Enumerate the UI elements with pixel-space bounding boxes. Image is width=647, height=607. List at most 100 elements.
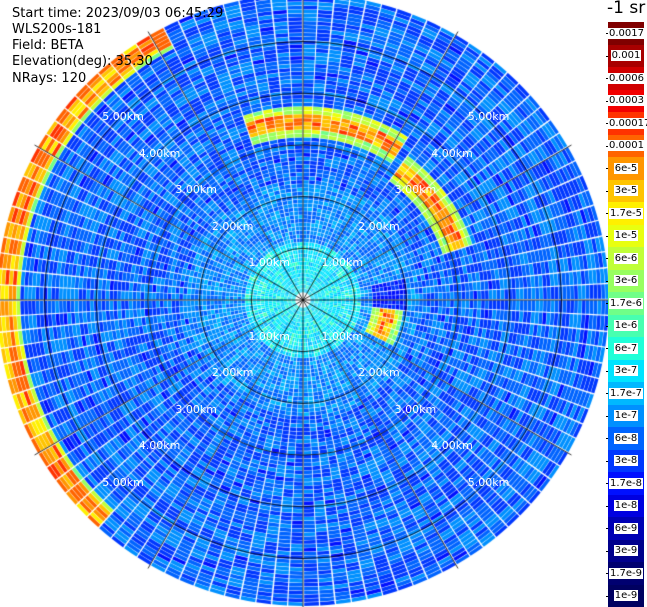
colorbar-tick-label: 3e-9 [613,545,639,557]
colorbar-cell: 3e-6 [608,269,644,293]
colorbar-tick-label: 3e-5 [613,185,639,197]
colorbar-tick [606,438,608,440]
range-ring-label: 5.00km [102,110,144,124]
colorbar-cell: 1.7e-6 [608,292,644,316]
colorbar-cell: 1.7e-8 [608,472,644,496]
colorbar-cell: 1.7e-5 [608,202,644,226]
colorbar-cell: 1.7e-9 [608,562,644,586]
colorbar-tick-label: 1e-8 [613,500,639,512]
colorbar-cell: 1e-7 [608,404,644,428]
colorbar-tick [606,325,608,327]
range-ring-label: 3.00km [175,183,217,197]
colorbar-cell: 1.7e-7 [608,382,644,406]
colorbar-tick-label: 3e-6 [613,275,639,287]
colorbar-tick-label: 6e-7 [613,342,639,354]
colorbar-tick [606,483,608,485]
colorbar-tick-label: 1e-7 [613,410,639,422]
colorbar-tick [606,280,608,282]
colorbar-tick [606,168,608,170]
colorbar-cell: 6e-6 [608,247,644,271]
colorbar-tick [606,33,608,35]
colorbar-tick [606,55,608,57]
start-time-text: Start time: 2023/09/03 06:45:29 [12,6,224,21]
colorbar-cell: 3e-7 [608,359,644,383]
colorbar-tick [606,550,608,552]
colorbar: 0.0017 0.001 0.0006 0.0003 0.00017 0.0001 6e-5… [606,22,647,607]
range-ring-label: 1.00km [248,329,291,343]
colorbar-tick [606,393,608,395]
colorbar-tick [606,78,608,80]
colorbar-cell: 1e-8 [608,494,644,518]
range-ring-label: 1.00km [321,329,364,343]
colorbar-tick-label: 6e-9 [613,522,639,534]
colorbar-cell: 3e-9 [608,539,644,563]
colorbar-tick-label: 1e-9 [613,590,639,602]
colorbar-tick [606,145,608,147]
range-ring-label: 3.00km [175,402,217,416]
range-ring-label: 5.00km [467,475,510,489]
range-ring-label: 2.00km [358,219,400,233]
colorbar-cell: 6e-9 [608,517,644,541]
colorbar-tick-label: 6e-8 [613,432,639,444]
range-ring-label: 2.00km [358,366,400,380]
colorbar-tick [606,573,608,575]
colorbar-tick [606,303,608,305]
colorbar-unit-label: -1 sr [607,0,646,18]
colorbar-tick-label: 3e-7 [613,365,639,377]
colorbar-cell: 0.001 [608,44,644,68]
colorbar-tick-label: 3e-8 [613,455,639,467]
colorbar-tick [606,235,608,237]
colorbar-tick [606,460,608,462]
colorbar-cell: 3e-5 [608,179,644,203]
colorbar-tick-label: 1e-5 [613,230,639,242]
elevation-text: Elevation(deg): 35.30 [12,54,153,69]
colorbar-tick-label: 1.7e-7 [608,387,644,399]
colorbar-tick [606,100,608,102]
colorbar-tick-label: 0.0006 [608,72,645,84]
range-ring-label: 4.00km [431,439,473,453]
colorbar-tick-label: 0.0001 [608,140,645,152]
colorbar-tick [606,190,608,192]
nrays-text: NRays: 120 [12,71,87,86]
colorbar-tick [606,123,608,125]
colorbar-cell: 0.00017 [608,112,647,136]
colorbar-cell: 6e-5 [608,157,644,181]
colorbar-tick [606,528,608,530]
range-ring-label: 3.00km [394,183,437,197]
colorbar-cell: 6e-7 [608,337,644,361]
colorbar-tick-label: 1.7e-8 [608,477,644,489]
colorbar-tick-label: 0.0003 [608,95,645,107]
colorbar-tick-label: 0.0017 [608,27,645,39]
range-ring-label: 2.00km [211,219,254,233]
colorbar-tick [606,370,608,372]
range-ring-label: 4.00km [138,146,181,160]
colorbar-tick-label: 1.7e-9 [608,567,644,579]
range-ring-label: 4.00km [138,439,181,453]
colorbar-tick-label: 1.7e-5 [608,207,644,219]
colorbar-tick [606,505,608,507]
colorbar-tick [606,415,608,417]
colorbar-tick-label: 6e-5 [613,162,639,174]
colorbar-tick [606,258,608,260]
colorbar-cell: 1e-9 [608,584,644,607]
range-ring-label: 2.00km [211,366,254,380]
colorbar-tick [606,348,608,350]
colorbar-cell: 0.0006 [608,67,645,91]
colorbar-cell: 0.0017 [608,22,645,46]
colorbar-tick-label: 6e-6 [613,252,639,264]
colorbar-cell: 1e-6 [608,314,644,338]
colorbar-tick-label: 1.7e-6 [608,297,644,309]
colorbar-tick-label: 0.001 [610,50,642,62]
colorbar-tick-label: 0.00017 [608,117,647,130]
colorbar-cell: 0.0001 [608,134,645,158]
field-text: Field: BETA [12,38,84,53]
instrument-text: WLS200s-181 [12,22,102,37]
range-ring-label: 5.00km [467,110,510,124]
colorbar-cell: 1e-5 [608,224,644,248]
colorbar-cell: 3e-8 [608,449,644,473]
range-ring-label: 1.00km [321,256,364,270]
colorbar-tick [606,595,608,597]
range-ring-label: 4.00km [431,146,473,160]
